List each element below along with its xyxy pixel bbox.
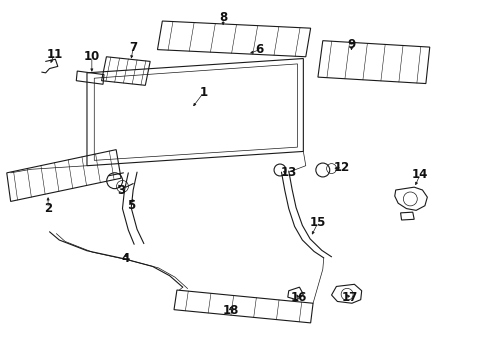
Text: 1: 1 bbox=[199, 86, 208, 99]
Text: 17: 17 bbox=[342, 291, 358, 305]
Text: 10: 10 bbox=[84, 50, 100, 63]
Text: 7: 7 bbox=[129, 41, 137, 54]
Text: 16: 16 bbox=[290, 291, 307, 305]
Text: 9: 9 bbox=[348, 38, 356, 51]
Text: 18: 18 bbox=[222, 304, 239, 317]
Text: 13: 13 bbox=[281, 166, 297, 179]
Text: 6: 6 bbox=[255, 43, 264, 56]
Text: 8: 8 bbox=[219, 11, 227, 24]
Text: 11: 11 bbox=[46, 48, 63, 61]
Text: 4: 4 bbox=[122, 252, 130, 265]
Text: 14: 14 bbox=[412, 168, 428, 181]
Text: 2: 2 bbox=[44, 202, 52, 215]
Text: 12: 12 bbox=[334, 161, 350, 174]
Text: 3: 3 bbox=[117, 184, 125, 197]
Text: 5: 5 bbox=[126, 198, 135, 212]
Text: 15: 15 bbox=[310, 216, 326, 229]
